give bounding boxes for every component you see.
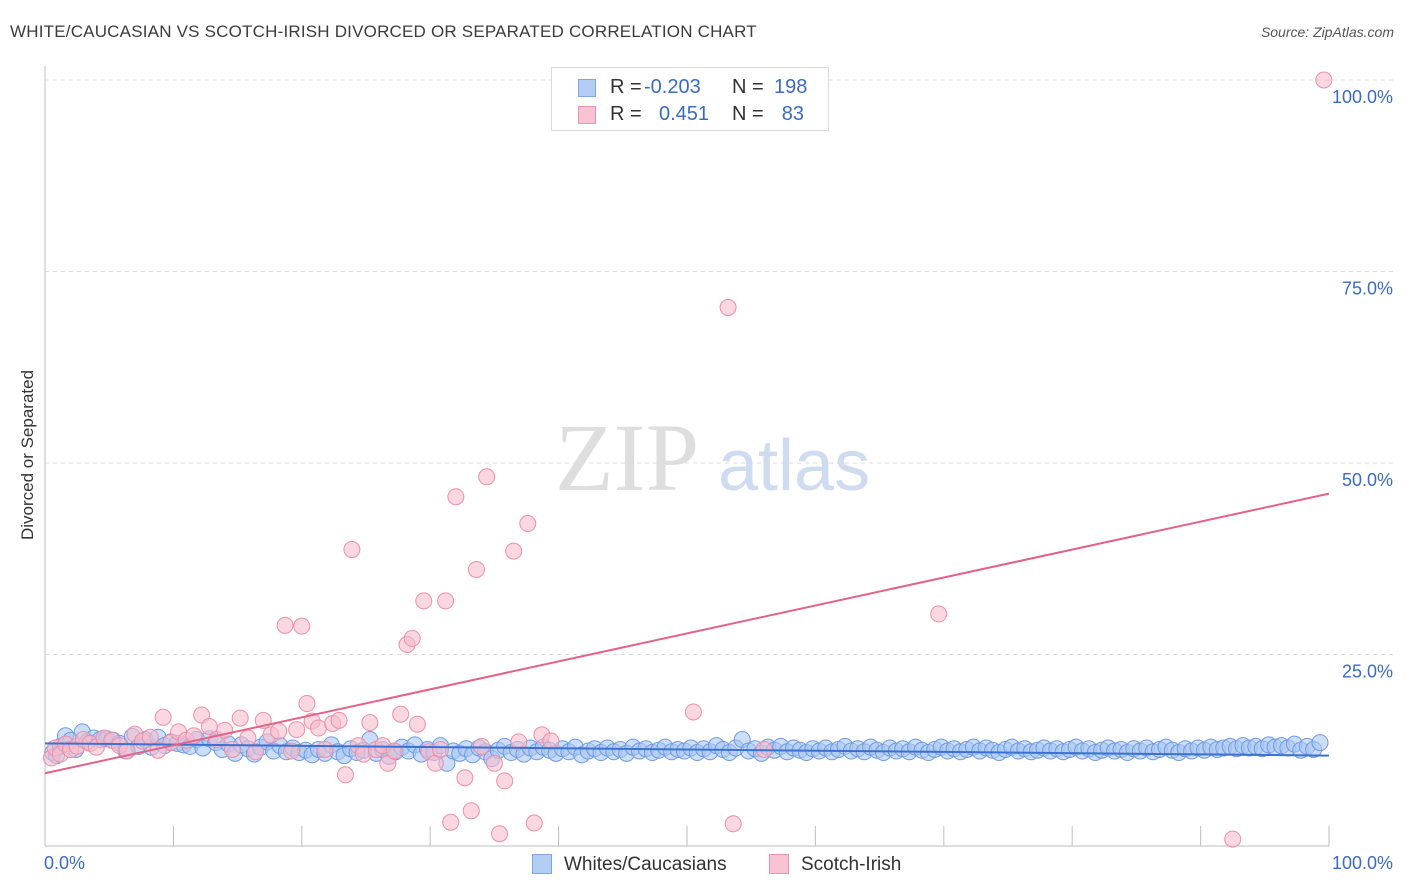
scotch-irish-swatch <box>578 106 596 124</box>
scotch-irish-point <box>298 695 316 713</box>
scotch-irish-point <box>491 825 509 843</box>
scotch-irish-point <box>343 541 361 559</box>
tick-labels: 25.0% 50.0% 75.0% 100.0% 0.0% 100.0% <box>44 87 1393 873</box>
source-label: Source: ZipAtlas.com <box>1260 24 1394 40</box>
n-value-scotch-irish: 83 <box>781 103 804 125</box>
scotch-irish-point <box>542 732 560 750</box>
scotch-irish-point <box>154 708 172 726</box>
scotch-irish-point <box>467 560 485 578</box>
stats-row-whites: R = -0.203 N = 198 <box>552 72 828 100</box>
scotch-irish-point <box>456 769 474 787</box>
r-label: R = <box>610 76 642 98</box>
scotch-irish-point <box>247 743 265 761</box>
legend: Whites/Caucasians Scotch-Irish <box>0 853 1406 877</box>
y-tick-label: 25.0% <box>1342 662 1393 682</box>
scotch-irish-point <box>724 815 742 833</box>
scotch-irish-point <box>442 813 460 831</box>
grid-lines <box>45 79 1394 655</box>
scotch-irish-point <box>496 772 514 790</box>
stats-box: R = -0.203 N = 198 R = 0.451 N = 83 <box>551 67 829 131</box>
scotch-irish-point <box>473 737 491 755</box>
scotch-irish-point <box>719 299 737 317</box>
r-value-scotch-irish: 0.451 <box>659 103 710 125</box>
scotch-irish-points <box>42 71 1333 848</box>
scotch-irish-point <box>270 722 288 740</box>
n-label: N = <box>732 76 764 98</box>
scotch-irish-point <box>478 468 496 486</box>
scotch-irish-point <box>223 740 241 758</box>
scotch-irish-point <box>330 711 348 729</box>
scotch-irish-point <box>283 742 301 760</box>
scotch-irish-point <box>336 766 354 784</box>
r-value-whites: -0.203 <box>644 76 701 98</box>
scotch-irish-point <box>309 719 327 737</box>
axes <box>44 66 1330 847</box>
trend-lines <box>44 492 1330 775</box>
scotch-irish-point <box>392 705 410 723</box>
scotch-irish-point <box>408 715 426 733</box>
n-label: N = <box>732 103 764 125</box>
whites-swatch <box>532 854 552 874</box>
scotch-irish-point <box>415 592 433 610</box>
scotch-irish-point <box>293 617 311 635</box>
y-tick-label: 50.0% <box>1342 470 1393 490</box>
scotch-irish-point <box>231 709 249 727</box>
watermark: ZIP atlas <box>555 404 870 511</box>
scotch-irish-point <box>316 740 334 758</box>
scotch-irish-point <box>505 542 523 560</box>
legend-label-whites: Whites/Caucasians <box>564 854 727 875</box>
scotch-irish-point <box>288 721 306 739</box>
scotch-irish-point <box>403 629 421 647</box>
scotch-irish-swatch <box>769 854 789 874</box>
whites-caucasians-point <box>1311 734 1329 752</box>
scotch-irish-point <box>1224 830 1242 848</box>
stats-row-scotch-irish: R = 0.451 N = 83 <box>552 99 828 127</box>
watermark-zip: ZIP <box>555 404 699 511</box>
whites-swatch <box>578 79 596 97</box>
scotch-irish-point <box>385 742 403 760</box>
scotch-irish-point <box>276 616 294 634</box>
watermark-atlas: atlas <box>718 426 870 506</box>
scotch-irish-point <box>519 515 537 533</box>
scotch-irish-point <box>510 733 528 751</box>
chart-title: WHITE/CAUCASIAN VS SCOTCH-IRISH DIVORCED… <box>10 22 757 41</box>
r-label: R = <box>610 103 642 125</box>
scotch-irish-point <box>525 814 543 832</box>
y-tick-label: 75.0% <box>1342 279 1393 299</box>
scotch-irish-point <box>485 754 503 772</box>
scotch-irish-point <box>684 703 702 721</box>
whites-caucasians-trend-line <box>44 742 1330 757</box>
legend-label-scotch-irish: Scotch-Irish <box>801 854 902 875</box>
scotch-irish-trend-line <box>44 492 1330 775</box>
scotch-irish-point <box>437 592 455 610</box>
scotch-irish-point <box>1315 71 1333 89</box>
n-value-whites: 198 <box>774 76 808 98</box>
x-tick-label-max: 100.0% <box>1332 853 1393 873</box>
y-tick-label: 100.0% <box>1332 87 1393 107</box>
x-tick-label-min: 0.0% <box>44 853 85 873</box>
scotch-irish-point <box>462 802 480 820</box>
scotch-irish-point <box>930 605 948 623</box>
scotch-irish-point <box>447 488 465 506</box>
scotch-irish-point <box>431 740 449 758</box>
y-axis-label: Divorced or Separated <box>18 369 37 541</box>
scotch-irish-point <box>361 714 379 732</box>
